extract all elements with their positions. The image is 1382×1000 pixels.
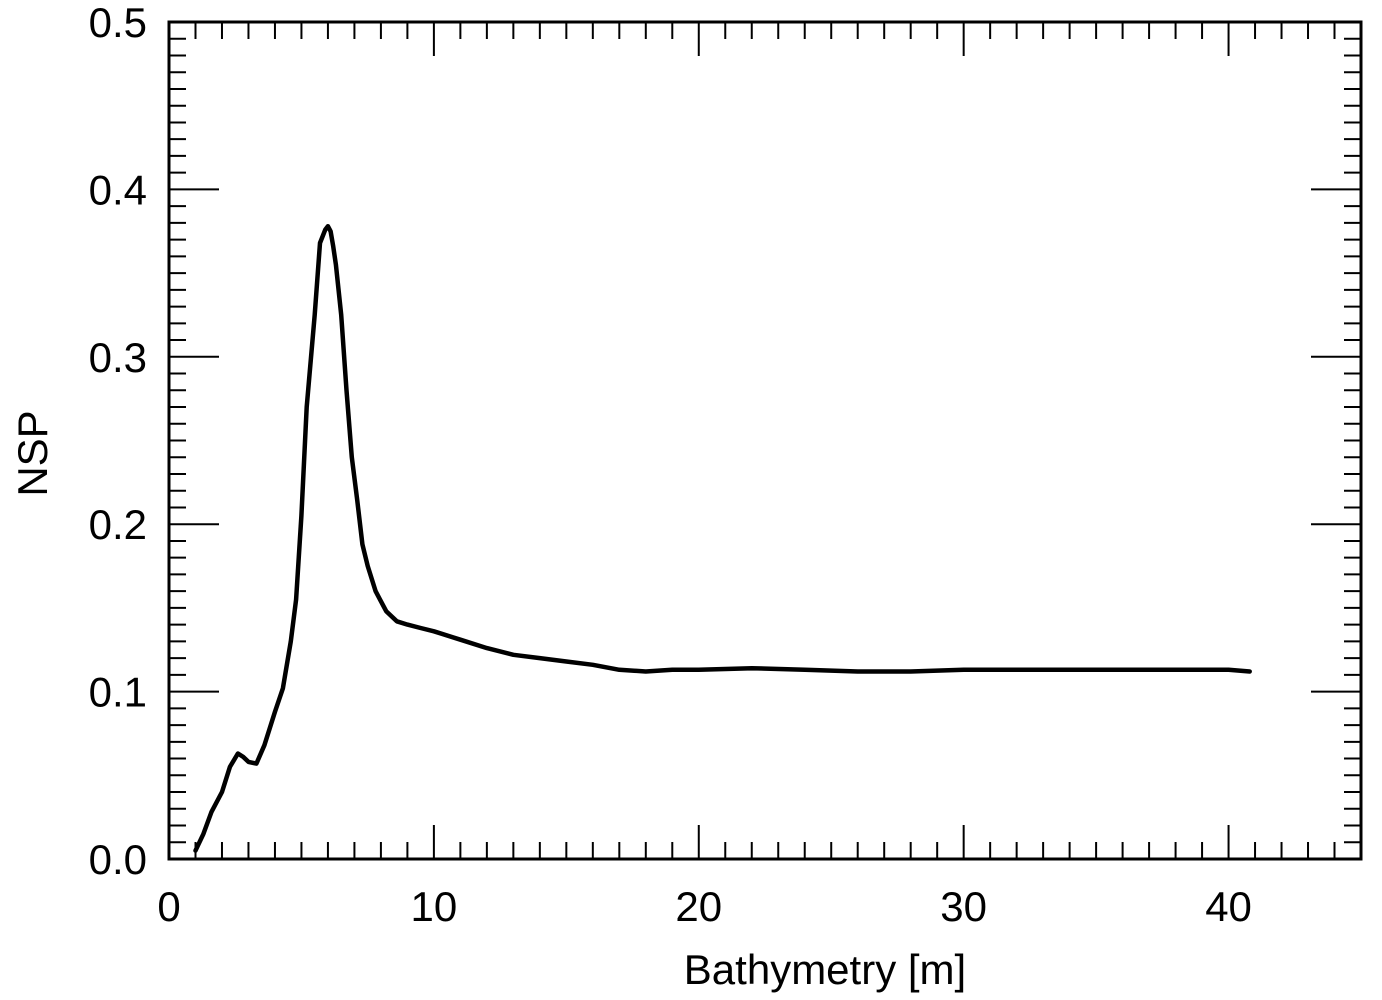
series-line	[193, 223, 1252, 853]
plot-frame	[167, 20, 1363, 861]
y-tick-label: 0.2	[89, 501, 147, 548]
minor-ticks	[169, 22, 1361, 859]
x-tick-label: 10	[411, 883, 458, 930]
x-axis-title: Bathymetry [m]	[684, 946, 966, 993]
y-tick-label: 0.1	[89, 669, 147, 716]
y-tick-label: 0.3	[89, 334, 147, 381]
y-axis-title: NSP	[9, 410, 56, 496]
major-ticks	[168, 21, 1361, 860]
x-tick-label: 30	[940, 883, 987, 930]
y-tick-label: 0.0	[89, 836, 147, 883]
x-tick-label: 20	[675, 883, 722, 930]
x-tick-label: 0	[157, 883, 180, 930]
y-tick-label: 0.5	[89, 0, 147, 46]
x-tick-label: 40	[1205, 883, 1252, 930]
tick-labels: 0 10 20 30 40 0.0 0.1 0.2 0.3 0.4 0.5	[89, 0, 1252, 930]
y-tick-label: 0.4	[89, 166, 147, 213]
